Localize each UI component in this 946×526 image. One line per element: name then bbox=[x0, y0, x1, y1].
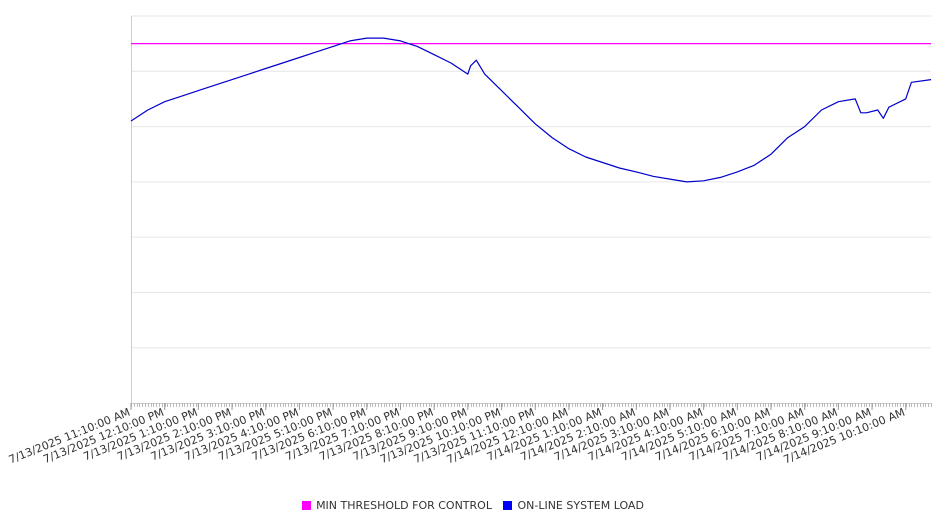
system-load-line bbox=[130, 37, 932, 183]
legend-swatch-threshold bbox=[302, 501, 312, 510]
chart-legend: MIN THRESHOLD FOR CONTROL ON-LINE SYSTEM… bbox=[0, 499, 946, 513]
legend-item-system-load[interactable]: ON-LINE SYSTEM LOAD bbox=[503, 499, 644, 512]
series-layer bbox=[130, 37, 932, 183]
x-axis-tick-labels: 7/13/2025 11:10:00 AM7/13/2025 12:10:00 … bbox=[7, 406, 907, 467]
gridlines bbox=[131, 15, 931, 349]
x-axis-ticks bbox=[130, 403, 932, 410]
legend-swatch-system-load bbox=[503, 501, 513, 510]
legend-label-threshold: MIN THRESHOLD FOR CONTROL bbox=[316, 499, 492, 512]
axes bbox=[131, 16, 931, 404]
legend-label-system-load: ON-LINE SYSTEM LOAD bbox=[517, 499, 644, 512]
legend-item-threshold[interactable]: MIN THRESHOLD FOR CONTROL bbox=[302, 499, 492, 512]
